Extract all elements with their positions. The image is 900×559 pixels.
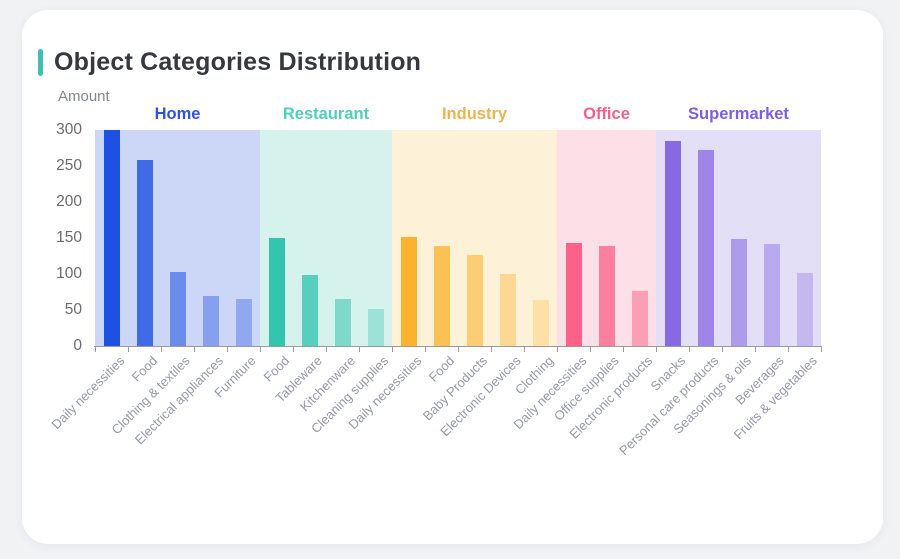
axis-tick — [95, 347, 96, 352]
group-label: Industry — [441, 105, 508, 123]
axis-tick — [623, 347, 624, 352]
bar[interactable] — [499, 274, 516, 346]
bar[interactable] — [235, 299, 252, 346]
bar[interactable] — [301, 275, 318, 346]
group-label: Restaurant — [282, 105, 370, 123]
y-tick-label: 200 — [56, 193, 82, 210]
bar[interactable] — [664, 140, 681, 346]
axis-tick — [359, 347, 360, 352]
axis-tick — [260, 347, 261, 352]
y-tick-label: 50 — [64, 301, 82, 318]
bar[interactable] — [334, 299, 351, 346]
axis-tick — [722, 347, 723, 352]
axis-tick — [392, 347, 393, 352]
axis-tick — [557, 347, 558, 352]
axis-tick — [524, 347, 525, 352]
group-label: Supermarket — [688, 105, 789, 123]
bar[interactable] — [169, 271, 186, 346]
bar[interactable] — [730, 238, 747, 346]
chart-title: Object Categories Distribution — [54, 48, 422, 76]
x-axis-line — [94, 346, 822, 347]
axis-tick — [227, 347, 228, 352]
bar[interactable] — [565, 243, 582, 346]
bar[interactable] — [532, 299, 549, 346]
y-axis-title: Amount — [58, 88, 110, 105]
bar[interactable] — [367, 309, 384, 346]
bar[interactable] — [697, 150, 714, 346]
axis-tick — [755, 347, 756, 352]
group-label: Home — [154, 105, 201, 123]
y-tick-label: 0 — [73, 337, 82, 354]
chart-header: Object Categories Distribution — [38, 48, 421, 77]
axis-tick — [194, 347, 195, 352]
y-tick-label: 250 — [56, 157, 82, 174]
axis-tick — [326, 347, 327, 352]
axis-tick — [788, 347, 789, 352]
bar[interactable] — [202, 295, 219, 346]
group-label: Office — [583, 105, 630, 123]
axis-tick — [128, 347, 129, 352]
axis-tick — [458, 347, 459, 352]
bar[interactable] — [598, 245, 615, 346]
bar[interactable] — [136, 160, 153, 346]
y-tick-label: 300 — [56, 121, 82, 138]
axis-tick — [656, 347, 657, 352]
bar[interactable] — [631, 291, 648, 346]
axis-tick — [425, 347, 426, 352]
bar[interactable] — [796, 272, 813, 346]
y-tick-label: 100 — [56, 265, 82, 282]
axis-tick — [689, 347, 690, 352]
bar[interactable] — [763, 244, 780, 346]
bar[interactable] — [466, 254, 483, 346]
bar[interactable] — [433, 245, 450, 346]
bar[interactable] — [268, 238, 285, 346]
bar[interactable] — [103, 130, 120, 346]
y-tick-label: 150 — [56, 229, 82, 246]
axis-tick — [161, 347, 162, 352]
axis-tick — [293, 347, 294, 352]
title-accent-bar — [38, 49, 43, 76]
axis-tick — [491, 347, 492, 352]
bar[interactable] — [400, 237, 417, 346]
axis-tick — [821, 347, 822, 352]
axis-tick — [590, 347, 591, 352]
